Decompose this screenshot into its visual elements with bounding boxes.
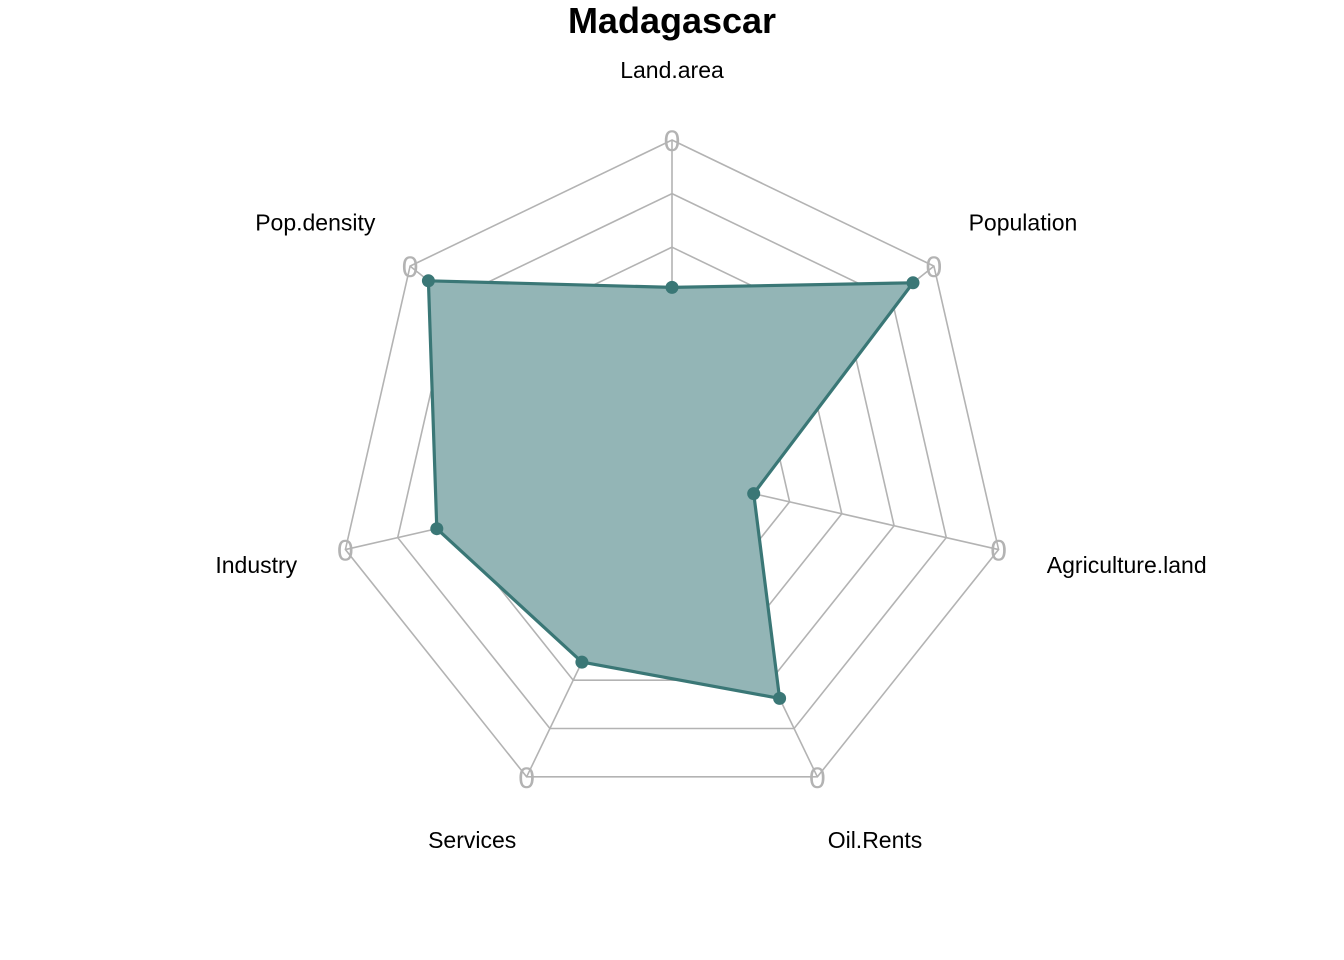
tick-label-3: 0 <box>990 535 1007 568</box>
data-point-land-area <box>665 280 679 294</box>
series-1-area <box>426 279 915 701</box>
grid-ring-5 <box>344 139 1000 778</box>
grid-spoke-3 <box>737 489 999 551</box>
data-point-services <box>575 655 589 669</box>
axis-label-services: Services <box>428 827 516 853</box>
axis-label-oil-rents: Oil.Rents <box>828 827 923 853</box>
data-point-oil-rents <box>773 691 787 705</box>
axis-label-pop-density: Pop.density <box>255 210 376 236</box>
axis-label-industry: Industry <box>215 552 297 578</box>
data-point-population <box>906 276 920 290</box>
data-point-agriculture-land <box>747 487 761 501</box>
tick-label-6: 0 <box>337 535 354 568</box>
radar-axis-labels: Land.area Population Agriculture.land Oil.R… <box>215 57 1206 853</box>
tick-label-7: 0 <box>402 251 419 284</box>
data-point-pop-density <box>421 274 435 288</box>
axis-label-agriculture-land: Agriculture.land <box>1047 552 1207 578</box>
tick-label-2: 0 <box>926 251 943 284</box>
tick-label-5: 0 <box>518 762 535 795</box>
radar-series-layer <box>421 274 920 705</box>
data-point-industry <box>430 522 444 536</box>
chart-title: Madagascar <box>568 0 776 41</box>
axis-label-land-area: Land.area <box>620 57 724 83</box>
tick-label-1: 0 <box>664 125 681 158</box>
axis-label-population: Population <box>969 210 1078 236</box>
tick-label-4: 0 <box>809 762 826 795</box>
radar-tick-labels: 0 0 0 0 0 0 0 <box>337 125 1007 795</box>
